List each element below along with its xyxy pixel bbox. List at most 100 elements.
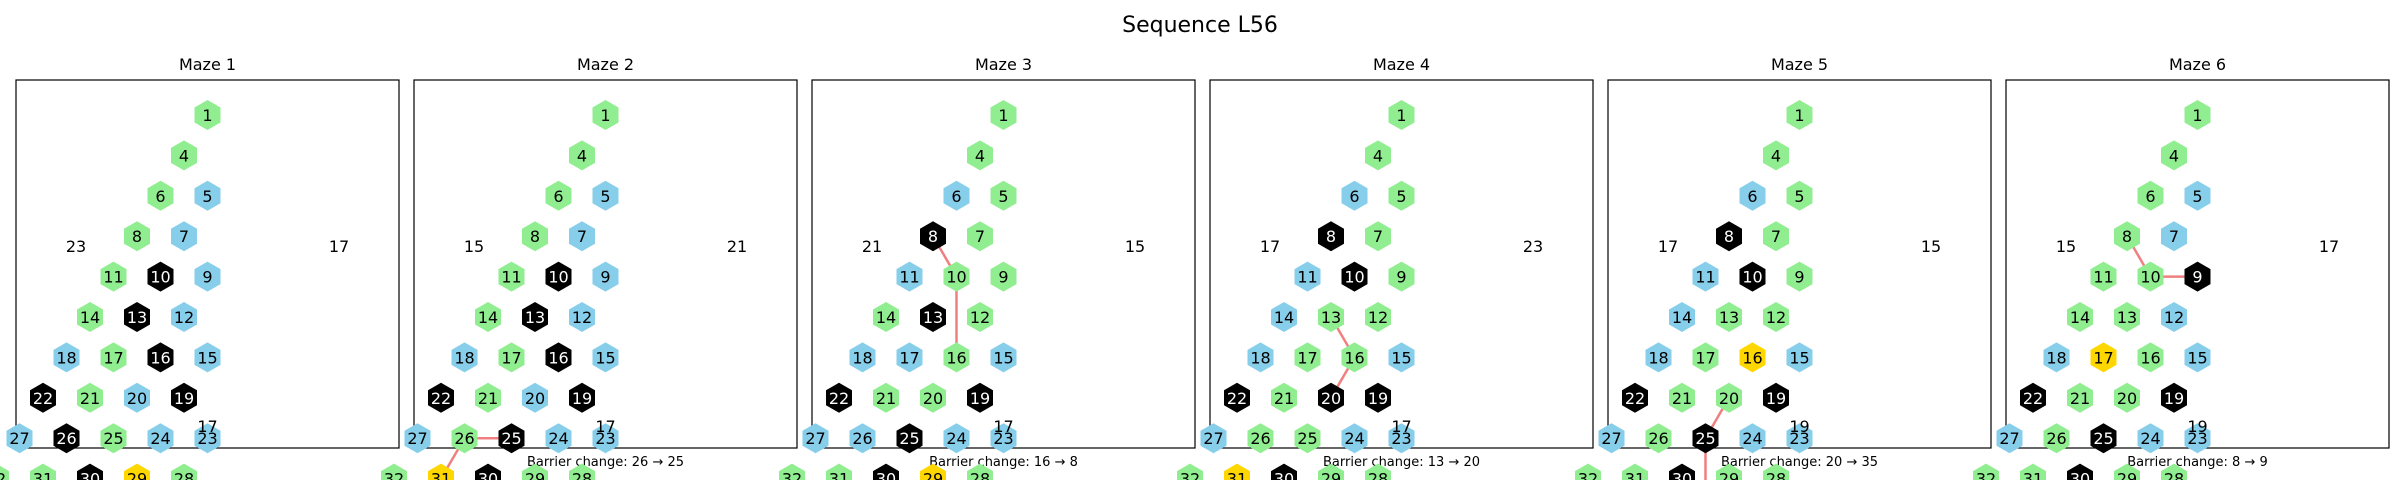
- hex-cell: [1669, 382, 1695, 413]
- hex-cell-number: 19: [174, 389, 194, 408]
- hex-cell-number: 7: [2169, 227, 2179, 246]
- hex-cell: [1622, 463, 1648, 480]
- hex-cell: [171, 463, 197, 480]
- hex-cell: [1294, 342, 1321, 373]
- hex-cell: [0, 465, 9, 480]
- hex-cell-number: 9: [1396, 268, 1406, 287]
- hex-cell-number: 16: [548, 348, 568, 367]
- hex-cell: [873, 302, 899, 332]
- hex-cell-number: 20: [2117, 389, 2137, 408]
- hex-cell-number: 14: [478, 308, 498, 327]
- hex-cell-number: 21: [876, 389, 896, 408]
- hex-cell: [545, 261, 572, 292]
- hex-cell: [475, 463, 501, 480]
- hex-cell-number: 24: [150, 429, 170, 448]
- hex-cell: [1786, 180, 1813, 211]
- hex-cell-number: 24: [548, 429, 568, 448]
- hex-cell: [194, 100, 221, 130]
- hex-cell-number: 22: [431, 389, 451, 408]
- hex-cell-number: 26: [454, 429, 474, 448]
- hex-cell: [967, 463, 993, 480]
- hex-cell: [498, 342, 525, 373]
- hex-cell-number: 7: [577, 227, 587, 246]
- hex-cell: [2043, 342, 2070, 373]
- hex-cell: [1271, 302, 1297, 332]
- hex-cell-number: 24: [2140, 429, 2160, 448]
- hex-cell-number: 12: [1368, 308, 1388, 327]
- hex-cell-number: 7: [975, 227, 985, 246]
- hex-cell-number: 29: [1719, 470, 1739, 480]
- hex-cell: [873, 463, 899, 480]
- hex-cell-number: 10: [946, 268, 966, 287]
- hex-cell-number: 27: [805, 429, 825, 448]
- hex-cell: [451, 342, 478, 373]
- hex-cell: [943, 342, 970, 373]
- left-side-number: 17: [1260, 237, 1280, 256]
- hex-cell: [2114, 221, 2140, 252]
- hex-cell-number: 9: [2192, 268, 2202, 287]
- hex-cell-number: 31: [431, 470, 451, 480]
- hex-cell-number: 15: [595, 348, 615, 367]
- hex-cell-number: 24: [1344, 429, 1364, 448]
- hex-cell: [1739, 261, 1766, 292]
- hex-cell-number: 6: [553, 187, 563, 206]
- hex-cell: [569, 140, 595, 171]
- figure-title: Sequence L56: [1122, 13, 1278, 38]
- hex-cell: [1692, 342, 1719, 373]
- hex-cell-number: 8: [530, 227, 540, 246]
- hex-cell-number: 14: [2070, 308, 2090, 327]
- hex-cell-number: 5: [202, 187, 212, 206]
- hex-cell: [1739, 342, 1766, 373]
- hex-cell-number: 4: [1771, 146, 1781, 165]
- hex-cell: [2114, 382, 2140, 413]
- hex-cell: [77, 382, 103, 413]
- hex-cell-number: 1: [1794, 106, 1804, 125]
- hex-cell: [1716, 463, 1742, 480]
- hex-cell-number: 4: [179, 146, 189, 165]
- hex-cell: [849, 423, 876, 454]
- bottom-side-number: 17: [993, 417, 1013, 436]
- hex-cell-number: 17: [103, 348, 123, 367]
- hex-cell-number: 16: [150, 348, 170, 367]
- hex-cell: [2137, 180, 2164, 211]
- hex-cell: [2090, 261, 2117, 292]
- hex-cell-number: 6: [2145, 187, 2155, 206]
- hex-cell: [592, 180, 619, 211]
- hex-cell: [2184, 261, 2211, 292]
- hex-cell: [147, 423, 174, 454]
- hex-cell-number: 25: [2093, 429, 2113, 448]
- hex-cell-number: 17: [501, 348, 521, 367]
- hex-cell-number: 8: [1724, 227, 1734, 246]
- hex-cell: [1786, 100, 1813, 130]
- hex-cell-number: 14: [1672, 308, 1692, 327]
- hex-cell: [1271, 463, 1297, 480]
- hex-cell-number: 16: [946, 348, 966, 367]
- hex-cell-number: 10: [1344, 268, 1364, 287]
- hex-cell: [194, 423, 221, 454]
- hex-cell: [1763, 302, 1789, 332]
- hex-cell: [1294, 423, 1321, 454]
- hex-cell-number: 23: [1391, 429, 1411, 448]
- hex-cell: [943, 180, 970, 211]
- hex-cell-number: 10: [548, 268, 568, 287]
- hex-cell-number: 29: [923, 470, 943, 480]
- hex-cell: [1645, 342, 1672, 373]
- hex-cell: [30, 382, 56, 413]
- hex-cell-number: 13: [2117, 308, 2137, 327]
- hex-cell-number: 1: [202, 106, 212, 125]
- hex-cell-number: 1: [600, 106, 610, 125]
- hex-cell-number: 28: [970, 470, 990, 480]
- hex-cell-number: 32: [1578, 470, 1598, 480]
- hex-cell: [171, 382, 197, 413]
- hex-cell-number: 12: [572, 308, 592, 327]
- hex-cell-number: 20: [1321, 389, 1341, 408]
- hex-cell-number: 5: [1396, 187, 1406, 206]
- hex-cell: [1388, 342, 1415, 373]
- hex-cell: [1575, 463, 1601, 480]
- hex-cell-number: 20: [525, 389, 545, 408]
- hex-cell-number: 13: [1321, 308, 1341, 327]
- hex-cell: [2161, 302, 2187, 332]
- hex-cell: [2137, 261, 2164, 292]
- hex-cell: [381, 463, 407, 480]
